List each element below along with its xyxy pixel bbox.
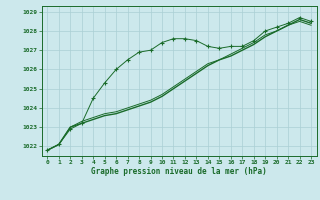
X-axis label: Graphe pression niveau de la mer (hPa): Graphe pression niveau de la mer (hPa) xyxy=(91,167,267,176)
